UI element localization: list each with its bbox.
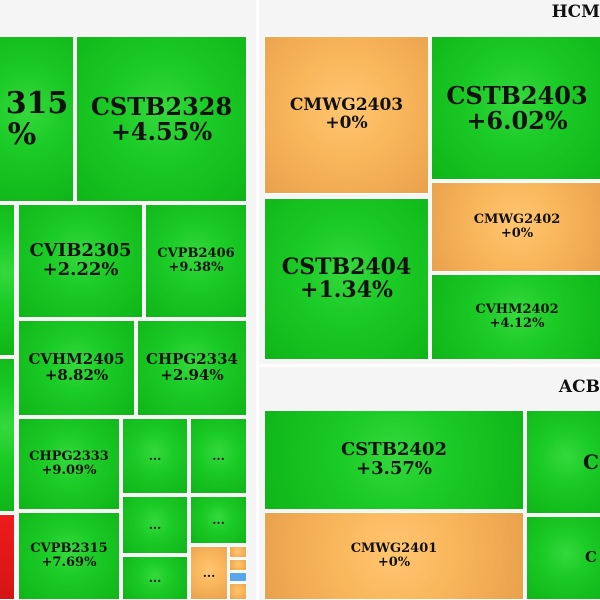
tile-change: +6.02% [466,106,568,135]
tile-code: CVPB2315 [30,541,108,557]
tile-code: CMWG2403 [289,95,404,116]
treemap-tile-dots-2[interactable]: ... [190,418,247,494]
left-treemap-panel: 315 % CSTB2328 +4.55% CVIB2305 +2.22% CV… [0,0,256,600]
tile-code: CHPG2334 [146,350,238,369]
tile-code: ... [212,512,225,527]
treemap-tile-left-hero[interactable]: 315 % [0,36,74,202]
treemap-tile-right-partial-1[interactable]: C [526,410,600,514]
tile-code: CMWG2402 [473,212,561,228]
treemap-tile-cvhm2405[interactable]: CVHM2405 +8.82% [18,320,135,416]
acb-panel: ACB CSTB2402 +3.57% C CMWG2401 +0% C [259,367,600,600]
tile-code: CVHM2405 [28,350,125,369]
tile-code: CSTB2404 [281,253,412,280]
tile-change: +7.69% [41,555,97,570]
tile-change: +3.57% [355,458,433,479]
treemap-tile-right-partial-2[interactable]: C [526,516,600,600]
tile-code: ... [148,517,162,532]
treemap-tile-left-edge-2[interactable] [0,358,15,512]
treemap-tile-cvhm2402[interactable]: CVHM2402 +4.12% [431,274,600,360]
tile-change: % [7,117,37,152]
tile-code: ... [202,565,216,580]
tile-code: ... [148,570,162,585]
tile-change: +9.09% [41,463,97,478]
panel-title-hcm: HCM [551,2,600,22]
treemap-tile-left-edge-1[interactable] [0,204,15,356]
tile-code: CSTB2402 [340,439,448,461]
tile-change: +8.82% [44,366,109,384]
tile-change: +0% [500,226,534,241]
treemap-tile-chpg2333[interactable]: CHPG2333 +9.09% [18,418,120,510]
treemap-tile-mini-2[interactable] [229,559,247,571]
tile-code: CSTB2403 [446,80,588,110]
panel-title-acb: ACB [558,377,600,397]
tile-code: ... [212,448,225,463]
tile-code: CHPG2333 [29,449,109,465]
treemap-tile-mini-4[interactable] [229,583,247,600]
treemap-tile-cmwg2403[interactable]: CMWG2403 +0% [264,36,429,194]
tile-change: +9.38% [168,260,224,275]
treemap-tile-dots-4[interactable]: ... [190,496,247,544]
tile-code: C [585,548,597,567]
tile-code: CSTB2328 [90,91,233,121]
tile-change: +4.55% [110,117,213,146]
treemap-tile-cstb2402[interactable]: CSTB2402 +3.57% [264,410,524,510]
treemap-tile-dots-3[interactable]: ... [122,496,188,554]
treemap-tile-cvpb2315[interactable]: CVPB2315 +7.69% [18,512,120,600]
treemap-tile-cstb2404[interactable]: CSTB2404 +1.34% [264,198,429,360]
tile-code: 315 [5,85,69,121]
treemap-tile-mini-3[interactable] [229,572,247,582]
treemap-tile-cvib2305[interactable]: CVIB2305 +2.22% [18,204,143,318]
tile-code: C [583,449,599,474]
treemap-tile-cmwg2402[interactable]: CMWG2402 +0% [431,182,600,272]
treemap-tile-dots-1[interactable]: ... [122,418,188,494]
treemap-tile-cstb2403[interactable]: CSTB2403 +6.02% [431,36,600,180]
panel-divider-horizontal [259,364,600,367]
tile-code: ... [148,448,162,463]
tile-change: +0% [377,555,411,570]
tile-code: CVIB2305 [29,240,132,262]
tile-change: +2.94% [160,366,224,384]
panel-divider [256,0,259,600]
treemap-tile-cmwg2401[interactable]: CMWG2401 +0% [264,512,524,600]
treemap-tile-cvpb2406[interactable]: CVPB2406 +9.38% [145,204,247,318]
hcm-panel: HCM CMWG2403 +0% CSTB2403 +6.02% CMWG240… [259,0,600,364]
tile-change: +4.12% [489,316,545,331]
treemap-tile-chpg2334[interactable]: CHPG2334 +2.94% [137,320,247,416]
treemap-tile-dots-6[interactable]: ... [190,546,228,600]
tile-change: +0% [325,113,368,133]
tile-change: +1.34% [300,277,393,303]
treemap-tile-left-edge-red[interactable] [0,514,15,600]
treemap-tile-dots-5[interactable]: ... [122,556,188,600]
tile-code: CMWG2401 [350,541,438,557]
treemap-tile-cstb2328[interactable]: CSTB2328 +4.55% [76,36,247,202]
treemap-tile-mini-1[interactable] [229,546,247,558]
tile-change: +2.22% [42,259,119,280]
tile-code: CVHM2402 [475,302,559,318]
tile-code: CVPB2406 [157,246,235,262]
